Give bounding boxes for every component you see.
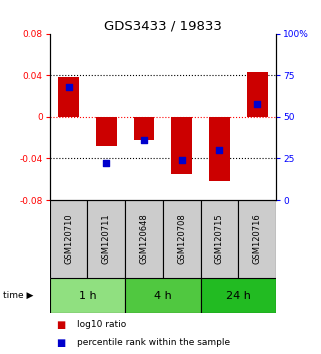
Point (142, 137, 147, 143)
Text: log10 ratio: log10 ratio (77, 320, 126, 329)
Bar (201, 278, 276, 313)
Point (66, 84, 71, 90)
Bar (134, 117, 154, 140)
Text: percentile rank within the sample: percentile rank within the sample (77, 338, 230, 347)
Bar (238, 200, 276, 278)
Text: GSM120711: GSM120711 (102, 213, 111, 264)
Bar (163, 200, 201, 278)
Text: ■: ■ (56, 338, 65, 348)
Text: ■: ■ (56, 320, 65, 330)
Point (217, 147, 222, 153)
Point (179, 157, 184, 163)
Text: 4 h: 4 h (154, 291, 172, 301)
Point (104, 161, 109, 166)
Text: 1 h: 1 h (79, 291, 96, 301)
Point (255, 101, 260, 106)
Bar (50, 200, 87, 278)
Bar (247, 72, 268, 117)
Bar (96, 117, 117, 146)
Text: 24 h: 24 h (226, 291, 251, 301)
Text: GSM120708: GSM120708 (177, 213, 186, 264)
Bar (201, 200, 238, 278)
Bar (125, 200, 163, 278)
Bar (58, 77, 79, 117)
Text: GSM120715: GSM120715 (215, 213, 224, 264)
Bar (209, 117, 230, 181)
Text: GSM120648: GSM120648 (140, 213, 149, 264)
Bar (125, 278, 201, 313)
Bar (50, 278, 125, 313)
Text: time ▶: time ▶ (3, 291, 34, 300)
Text: GSM120710: GSM120710 (64, 213, 73, 264)
Text: GSM120716: GSM120716 (253, 213, 262, 264)
Bar (87, 200, 125, 278)
Title: GDS3433 / 19833: GDS3433 / 19833 (104, 19, 222, 33)
Bar (171, 117, 192, 174)
